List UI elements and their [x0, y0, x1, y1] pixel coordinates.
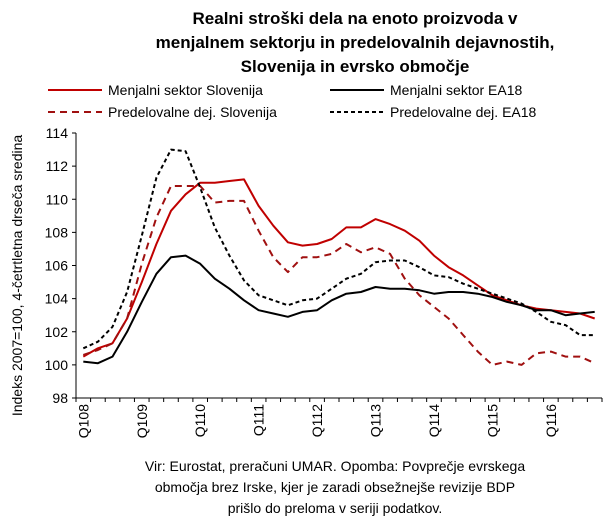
- y-tick-label: 112: [46, 158, 69, 174]
- x-tick-label: Q108: [75, 404, 91, 438]
- x-tick-label: Q115: [484, 404, 500, 437]
- x-tick-label: Q114: [426, 404, 442, 437]
- source-note: Vir: Eurostat, preračuni UMAR. Opomba: P…: [145, 458, 525, 516]
- source-line: območja brez Irske, kjer je zaradi obsež…: [155, 479, 515, 495]
- series-line-4: [82, 148, 595, 350]
- series-line-3: [82, 185, 596, 366]
- x-tick-label: Q113: [368, 404, 384, 437]
- y-tick-label: 110: [46, 191, 69, 207]
- series-line-1: [82, 178, 596, 358]
- x-tick-label: Q112: [309, 404, 325, 437]
- series-line-2: [83, 254, 595, 365]
- legend-entry: Menjalni sektor EA18: [390, 82, 523, 98]
- legend-entry: Predelovalne dej. EA18: [390, 104, 537, 120]
- x-tick-label: Q110: [192, 404, 208, 437]
- y-tick-label: 104: [45, 291, 69, 307]
- title-line: menjalnem sektorju in predelovalnih deja…: [156, 33, 555, 52]
- source-line: Vir: Eurostat, preračuni UMAR. Opomba: P…: [145, 458, 525, 474]
- legend-entry: Menjalni sektor Slovenija: [108, 82, 263, 98]
- plot-area: 98 100 102 104 106 108 110 112 114 Q108 Q109 Q110 Q1…: [9, 125, 603, 438]
- y-tick-label: 114: [46, 125, 69, 141]
- x-tick-label: Q111: [251, 404, 267, 436]
- y-tick-label: 98: [52, 390, 68, 406]
- y-tick-label: 106: [45, 258, 69, 274]
- chart-legend: Menjalni sektor Slovenija Menjalni sektor…: [48, 82, 537, 120]
- y-tick-label: 102: [45, 324, 69, 340]
- source-line: prišlo do preloma v seriji podatkov.: [228, 500, 443, 516]
- legend-entry: Predelovalne dej. Slovenija: [108, 104, 277, 120]
- chart-title: Realni stroški dela na enoto proizvoda v…: [156, 9, 555, 76]
- y-axis-label: Indeks 2007=100, 4-četrtletna drseča sre…: [9, 135, 25, 417]
- title-line: Realni stroški dela na enoto proizvoda v: [193, 9, 519, 28]
- y-tick-label: 108: [45, 224, 69, 240]
- x-tick-label: Q116: [543, 404, 559, 437]
- x-tick-label: Q109: [134, 404, 150, 438]
- title-line: Slovenija in evrsko območje: [241, 57, 470, 76]
- y-tick-label: 100: [45, 357, 69, 373]
